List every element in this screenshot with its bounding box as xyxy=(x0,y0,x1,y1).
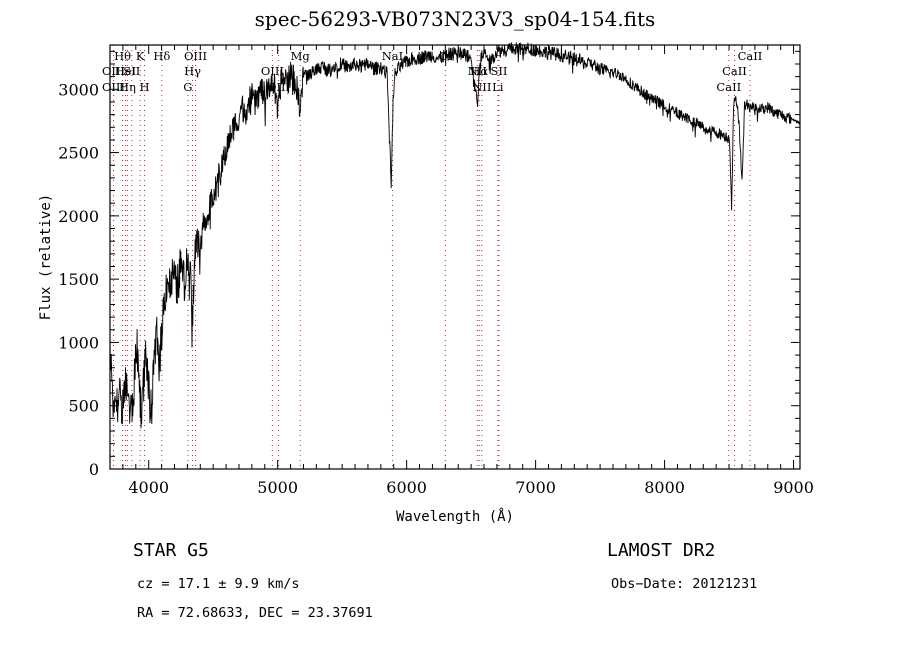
footer-cz: cz = 17.1 ± 9.9 km/s xyxy=(137,576,300,592)
ytick-label-500: 500 xyxy=(68,397,99,416)
line-label-SII-19: SII xyxy=(490,64,507,78)
ytick-label-3000: 3000 xyxy=(58,80,99,99)
line-label-OIII-9: OIII xyxy=(184,49,207,63)
y-axis-label: Flux (relative) xyxy=(38,194,54,320)
line-label-CaII-22: CaII xyxy=(738,49,763,63)
xtick-label-5000: 5000 xyxy=(257,478,298,497)
line-label-NII-20: NII xyxy=(472,80,491,94)
footer-object-type: STAR G5 xyxy=(133,540,209,561)
x-axis-label: Wavelength (Å) xyxy=(396,508,514,525)
line-label-Mg-14: Mg xyxy=(291,49,311,63)
line-label-OIII-13: OIII xyxy=(267,80,290,94)
line-label-G-11: G xyxy=(183,80,192,94)
xtick-label-7000: 7000 xyxy=(515,478,556,497)
line-label-K-5: K xyxy=(136,49,145,63)
footer-survey: LAMOST DR2 xyxy=(607,540,715,561)
line-label-OI-15: OI xyxy=(438,49,452,63)
footer-coords: RA = 72.68633, DEC = 23.37691 xyxy=(137,605,373,621)
plot-frame xyxy=(109,44,801,470)
ytick-label-1500: 1500 xyxy=(58,270,99,289)
line-label-SII-6: SII xyxy=(123,64,140,78)
footer-obs-date: Obs−Date: 20121231 xyxy=(611,576,757,592)
chart-title: spec-56293-VB073N23V3_sp04-154.fits xyxy=(255,7,656,31)
line-label-CaII-24: CaII xyxy=(716,80,741,94)
ytick-label-1000: 1000 xyxy=(58,333,99,352)
line-label-Li-21: Li xyxy=(492,80,504,94)
line-label-H-7: H xyxy=(140,80,150,94)
xtick-label-6000: 6000 xyxy=(386,478,427,497)
line-label-NaI-16: NaI xyxy=(382,49,403,63)
line-label-OIII-0: OIII xyxy=(102,64,125,78)
line-label-NII-17: NII xyxy=(468,64,487,78)
line-label-H-18: Hα xyxy=(470,64,488,78)
spectrum-trace xyxy=(109,42,801,429)
line-label-H-2: Hθ xyxy=(114,49,131,63)
line-label-H-10: Hγ xyxy=(184,64,201,78)
ytick-label-2500: 2500 xyxy=(58,144,99,163)
line-label-H-8: Hδ xyxy=(153,49,170,63)
xtick-label-8000: 8000 xyxy=(644,478,685,497)
line-label-H-4: Hη xyxy=(119,80,136,94)
xtick-label-4000: 4000 xyxy=(128,478,169,497)
line-label-HeI-3: HeI xyxy=(115,64,136,78)
xtick-label-9000: 9000 xyxy=(773,478,814,497)
line-label-OIII-1: OIII xyxy=(102,80,125,94)
line-label-CaII-23: CaII xyxy=(722,64,747,78)
ytick-label-0: 0 xyxy=(89,460,99,479)
ytick-label-2000: 2000 xyxy=(58,207,99,226)
line-label-OIII-12: OIII xyxy=(261,64,284,78)
